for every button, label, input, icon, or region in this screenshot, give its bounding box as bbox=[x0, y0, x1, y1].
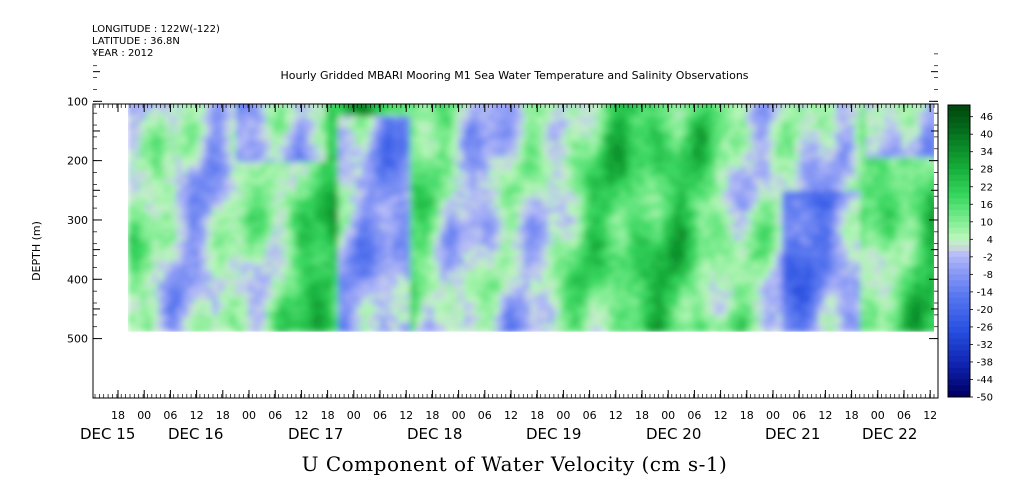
x-tick-hour: 06 bbox=[792, 409, 806, 422]
colorbar-label: -44 bbox=[977, 375, 993, 386]
y-tick-label: 100 bbox=[67, 95, 88, 108]
x-tick-hour: 18 bbox=[111, 409, 125, 422]
colorbar-label: -38 bbox=[977, 357, 993, 368]
colorbar-label: -2 bbox=[983, 252, 993, 263]
x-tick-day: DEC 16 bbox=[168, 425, 223, 443]
x-tick-day: DEC 15 bbox=[80, 425, 135, 443]
x-tick-hour: 12 bbox=[294, 409, 308, 422]
colorbar-label: -14 bbox=[977, 287, 993, 298]
colorbar-label: 34 bbox=[980, 147, 993, 158]
colorbar-label: -20 bbox=[977, 305, 993, 316]
colorbar-label: 16 bbox=[980, 200, 993, 211]
velocity-field bbox=[93, 104, 938, 398]
x-tick-hour: 00 bbox=[661, 409, 675, 422]
x-tick-day: DEC 22 bbox=[862, 425, 917, 443]
colorbar-label: 46 bbox=[980, 112, 993, 123]
y-tick-label: 200 bbox=[67, 155, 88, 168]
longitude-label: LONGITUDE : 122W(-122) bbox=[92, 24, 220, 35]
x-tick-hour: 06 bbox=[583, 409, 597, 422]
y-axis-label: DEPTH (m) bbox=[30, 221, 43, 281]
year-label: YEAR : 2012 bbox=[92, 48, 154, 59]
x-tick-hour: 00 bbox=[556, 409, 570, 422]
x-tick-hour: 12 bbox=[190, 409, 204, 422]
x-tick-hour: 12 bbox=[923, 409, 937, 422]
x-tick-hour: 00 bbox=[766, 409, 780, 422]
x-tick-hour: 12 bbox=[399, 409, 413, 422]
x-tick-hour: 06 bbox=[163, 409, 177, 422]
latitude-label: LATITUDE : 36.8N bbox=[92, 36, 180, 47]
x-tick-hour: 18 bbox=[321, 409, 335, 422]
colorbar-label: 22 bbox=[980, 182, 993, 193]
x-tick-hour: 06 bbox=[268, 409, 282, 422]
x-tick-hour: 00 bbox=[347, 409, 361, 422]
x-tick-hour: 18 bbox=[845, 409, 859, 422]
y-tick-label: 400 bbox=[67, 273, 88, 286]
x-tick-day: DEC 17 bbox=[288, 425, 343, 443]
colorbar-label: 4 bbox=[987, 235, 993, 246]
y-tick-label: 500 bbox=[67, 333, 88, 346]
x-tick-hour: 12 bbox=[504, 409, 518, 422]
x-tick-day: DEC 20 bbox=[646, 425, 701, 443]
x-tick-day: DEC 19 bbox=[526, 425, 581, 443]
colorbar-label: -8 bbox=[983, 270, 993, 281]
x-tick-hour: 18 bbox=[425, 409, 439, 422]
chart-title: Hourly Gridded MBARI Mooring M1 Sea Wate… bbox=[280, 69, 749, 82]
colorbar-label: -26 bbox=[977, 322, 993, 333]
x-tick-hour: 00 bbox=[242, 409, 256, 422]
x-tick-day: DEC 21 bbox=[765, 425, 820, 443]
x-tick-hour: 06 bbox=[687, 409, 701, 422]
x-tick-hour: 00 bbox=[137, 409, 151, 422]
x-tick-hour: 18 bbox=[530, 409, 544, 422]
x-tick-hour: 06 bbox=[478, 409, 492, 422]
x-tick-hour: 06 bbox=[373, 409, 387, 422]
x-tick-hour: 18 bbox=[216, 409, 230, 422]
colorbar bbox=[947, 104, 971, 398]
plot-frame bbox=[92, 103, 939, 399]
x-tick-hour: 12 bbox=[609, 409, 623, 422]
colorbar-label: 10 bbox=[980, 217, 993, 228]
x-tick-hour: 12 bbox=[714, 409, 728, 422]
x-tick-hour: 18 bbox=[740, 409, 754, 422]
colorbar-label: -50 bbox=[977, 393, 993, 404]
x-tick-hour: 00 bbox=[871, 409, 885, 422]
x-tick-hour: 18 bbox=[635, 409, 649, 422]
x-tick-hour: 00 bbox=[452, 409, 466, 422]
x-axis-label: U Component of Water Velocity (cm s-1) bbox=[301, 452, 728, 476]
x-tick-hour: 12 bbox=[818, 409, 832, 422]
y-tick-label: 300 bbox=[67, 214, 88, 227]
colorbar-label: -32 bbox=[977, 340, 993, 351]
x-tick-day: DEC 18 bbox=[407, 425, 462, 443]
colorbar-label: 28 bbox=[980, 165, 993, 176]
x-tick-hour: 06 bbox=[897, 409, 911, 422]
colorbar-label: 40 bbox=[980, 130, 993, 141]
